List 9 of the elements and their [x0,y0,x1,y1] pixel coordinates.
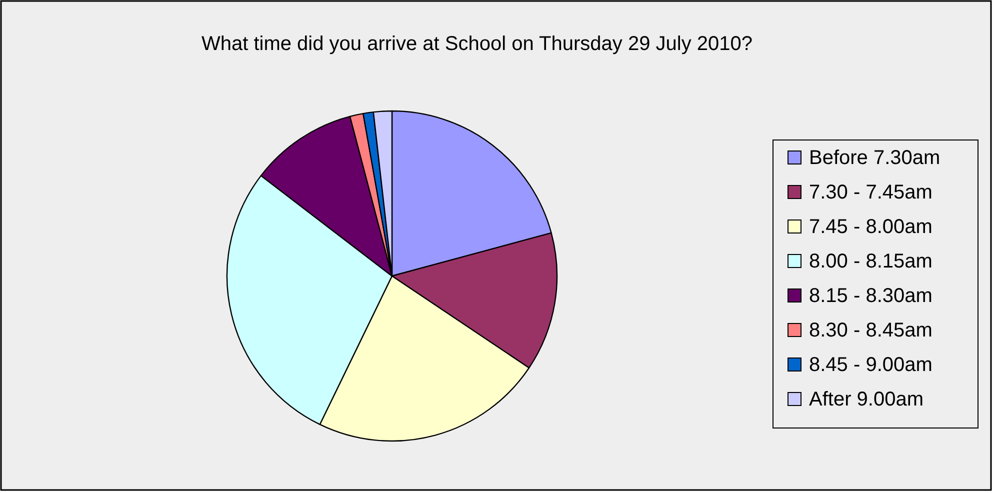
legend-label: 7.30 - 7.45am [809,182,932,204]
legend-label: 8.30 - 8.45am [809,320,932,342]
legend-label: After 9.00am [809,388,924,410]
legend-label: 7.45 - 8.00am [809,216,932,238]
legend-label: 8.15 - 8.30am [809,285,932,307]
legend-label: Before 7.30am [809,147,940,169]
legend-label: 8.45 - 9.00am [809,354,932,376]
legend-label: 8.00 - 8.15am [809,250,932,272]
chart-title: What time did you arrive at School on Thursday 29 July 2010? [201,33,753,55]
